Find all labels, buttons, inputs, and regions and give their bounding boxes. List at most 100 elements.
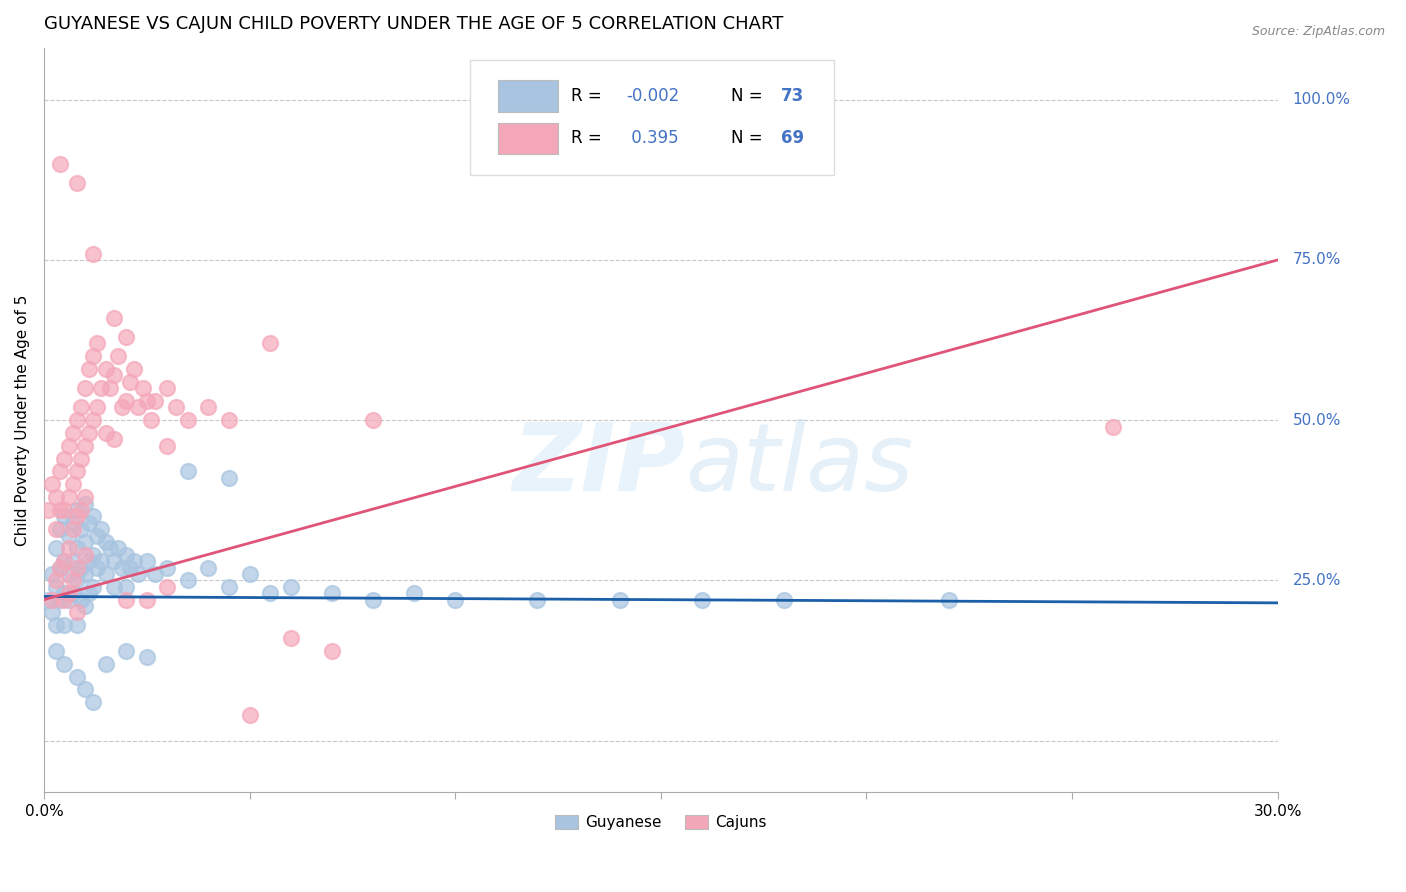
Point (73, 439, 96, 453)
Y-axis label: Child Poverty Under the Age of 5: Child Poverty Under the Age of 5 (15, 294, 30, 546)
Text: Source: ZipAtlas.com: Source: ZipAtlas.com (1251, 25, 1385, 38)
Point (94, 362, 117, 376)
Point (73, 567, 96, 582)
Point (49, 522, 72, 536)
Point (361, 413, 384, 427)
Point (124, 554, 146, 568)
Point (45, 644, 67, 658)
Point (70, 451, 93, 466)
Text: R =: R = (571, 87, 607, 105)
Point (49, 560, 72, 574)
Point (218, 471, 240, 485)
Point (321, 644, 343, 658)
Text: N =: N = (731, 129, 768, 147)
Point (259, 336, 281, 351)
Point (82, 695, 104, 709)
Point (103, 310, 125, 325)
Point (73, 548, 96, 562)
Point (66, 574, 89, 588)
Text: atlas: atlas (686, 419, 914, 510)
Point (135, 650, 157, 665)
Point (66, 509, 89, 524)
Point (321, 586, 343, 600)
Point (238, 708, 260, 723)
Point (53, 618, 76, 632)
Point (53, 592, 76, 607)
Point (94, 425, 117, 440)
Point (156, 381, 179, 395)
Point (41, 606, 63, 620)
Point (135, 394, 157, 409)
Point (66, 560, 89, 574)
Point (107, 349, 129, 363)
Point (77, 362, 100, 376)
Point (62, 522, 84, 536)
Point (111, 560, 134, 574)
Point (238, 567, 260, 582)
Point (82, 413, 104, 427)
Point (70, 592, 93, 607)
Text: 73: 73 (780, 87, 804, 105)
Point (115, 548, 138, 562)
Point (120, 375, 142, 389)
Point (41, 592, 63, 607)
Point (45, 490, 67, 504)
Point (156, 439, 179, 453)
Point (444, 592, 467, 607)
Point (53, 554, 76, 568)
FancyBboxPatch shape (498, 123, 558, 154)
Point (82, 349, 104, 363)
Point (156, 580, 179, 594)
Point (49, 157, 72, 171)
Point (197, 401, 219, 415)
Point (86, 401, 108, 415)
Point (70, 522, 93, 536)
Point (82, 246, 104, 260)
Point (94, 535, 117, 549)
Point (115, 580, 138, 594)
Text: 69: 69 (780, 129, 804, 147)
Point (70, 401, 93, 415)
Point (143, 394, 166, 409)
Point (53, 503, 76, 517)
Point (70, 560, 93, 574)
Text: R =: R = (571, 129, 607, 147)
Point (177, 413, 200, 427)
Point (77, 516, 100, 530)
Text: -0.002: -0.002 (626, 87, 679, 105)
Legend: Guyanese, Cajuns: Guyanese, Cajuns (548, 809, 773, 837)
Point (62, 574, 84, 588)
Point (82, 580, 104, 594)
Point (218, 413, 240, 427)
Point (49, 592, 72, 607)
Point (90, 381, 112, 395)
Point (103, 433, 125, 447)
Point (139, 413, 162, 427)
Point (58, 586, 80, 600)
Point (103, 368, 125, 383)
Point (103, 580, 125, 594)
Point (66, 176, 89, 190)
Point (66, 465, 89, 479)
Point (177, 465, 200, 479)
Point (70, 503, 93, 517)
Point (280, 580, 302, 594)
Point (135, 592, 157, 607)
Point (45, 618, 67, 632)
Point (94, 567, 117, 582)
Point (115, 330, 138, 344)
Point (58, 490, 80, 504)
Point (53, 509, 76, 524)
Point (94, 657, 117, 671)
Point (131, 381, 153, 395)
Point (62, 554, 84, 568)
Point (53, 657, 76, 671)
Point (53, 451, 76, 466)
Point (73, 490, 96, 504)
Point (49, 560, 72, 574)
Point (98, 381, 121, 395)
Point (41, 567, 63, 582)
Point (103, 554, 125, 568)
Point (156, 560, 179, 574)
Point (58, 567, 80, 582)
